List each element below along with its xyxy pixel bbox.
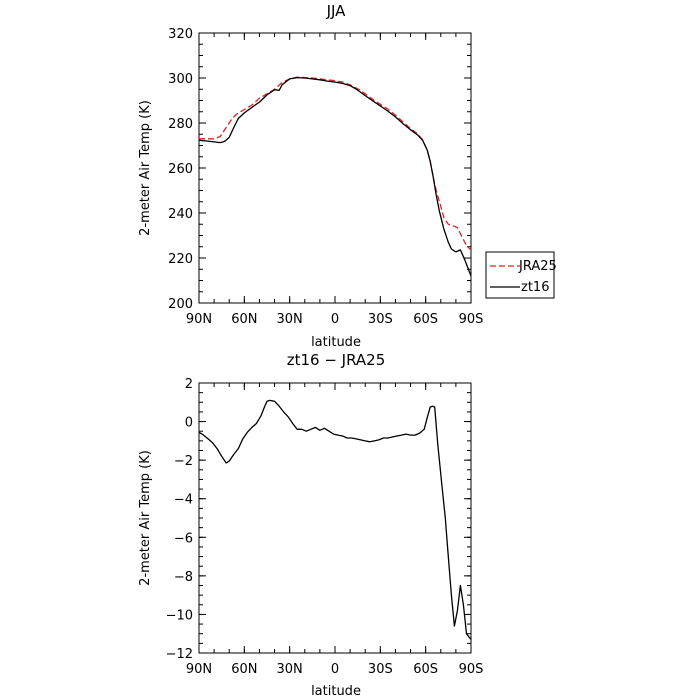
top-y-tick-label: 280 xyxy=(168,117,193,132)
top-x-tick-label: 30S xyxy=(368,312,393,327)
bottom-y-tick-label: −12 xyxy=(166,647,193,662)
top-x-tick-label: 60S xyxy=(413,312,438,327)
bottom-x-tick-label: 0 xyxy=(331,662,339,677)
top-panel-x-axis-label: latitude xyxy=(311,335,361,350)
top-panel-y-axis-label: 2-meter Air Temp (K) xyxy=(138,100,153,236)
top-x-tick-label: 30N xyxy=(277,312,303,327)
bottom-panel-title: zt16 − JRA25 xyxy=(287,351,386,369)
bottom-y-tick-label: 2 xyxy=(185,377,193,392)
top-y-tick-label: 320 xyxy=(168,27,193,42)
top-y-tick-label: 300 xyxy=(168,72,193,87)
top-panel-title: JJA xyxy=(326,2,347,20)
bottom-y-tick-label: −6 xyxy=(174,531,193,546)
bottom-y-tick-label: −8 xyxy=(174,570,193,585)
bottom-y-tick-label: −4 xyxy=(174,493,193,508)
bottom-panel-x-axis-label: latitude xyxy=(311,684,361,699)
bottom-x-tick-label: 30S xyxy=(368,662,393,677)
legend-label-jra25: JRA25 xyxy=(518,259,557,274)
top-panel: JJA 2-meter Air Temp (K) latitude 90N 60N… xyxy=(138,2,557,350)
legend-label-zt16: zt16 xyxy=(521,280,549,295)
top-series-jra25-line xyxy=(199,76,472,251)
top-plot-frame xyxy=(198,32,472,304)
bottom-y-tick-label: −10 xyxy=(166,608,193,623)
legend: JRA25 zt16 xyxy=(485,251,557,299)
bottom-x-tick-label: 90N xyxy=(186,662,212,677)
bottom-plot-frame xyxy=(198,382,472,654)
top-y-tick-label: 200 xyxy=(168,297,193,312)
bottom-y-tick-label: 0 xyxy=(185,416,193,431)
bottom-y-tick-label: −2 xyxy=(174,454,193,469)
top-x-tick-label: 90S xyxy=(459,312,484,327)
bottom-series-difference-line xyxy=(198,399,472,640)
bottom-x-tick-label: 60S xyxy=(413,662,438,677)
top-x-tick-label: 90N xyxy=(186,312,212,327)
bottom-x-tick-label: 90S xyxy=(459,662,484,677)
bottom-x-tick-label: 60N xyxy=(231,662,257,677)
bottom-panel: zt16 − JRA25 2-meter Air Temp (K) latitu… xyxy=(138,351,483,699)
top-x-tick-label: 0 xyxy=(331,312,339,327)
bottom-x-tick-label: 30N xyxy=(277,662,303,677)
top-y-tick-label: 260 xyxy=(168,162,193,177)
top-y-tick-label: 220 xyxy=(168,252,193,267)
top-y-tick-label: 240 xyxy=(168,207,193,222)
bottom-panel-y-axis-label: 2-meter Air Temp (K) xyxy=(138,450,153,586)
legend-box xyxy=(485,251,555,299)
top-series-zt16-line xyxy=(198,76,472,277)
top-x-tick-label: 60N xyxy=(231,312,257,327)
